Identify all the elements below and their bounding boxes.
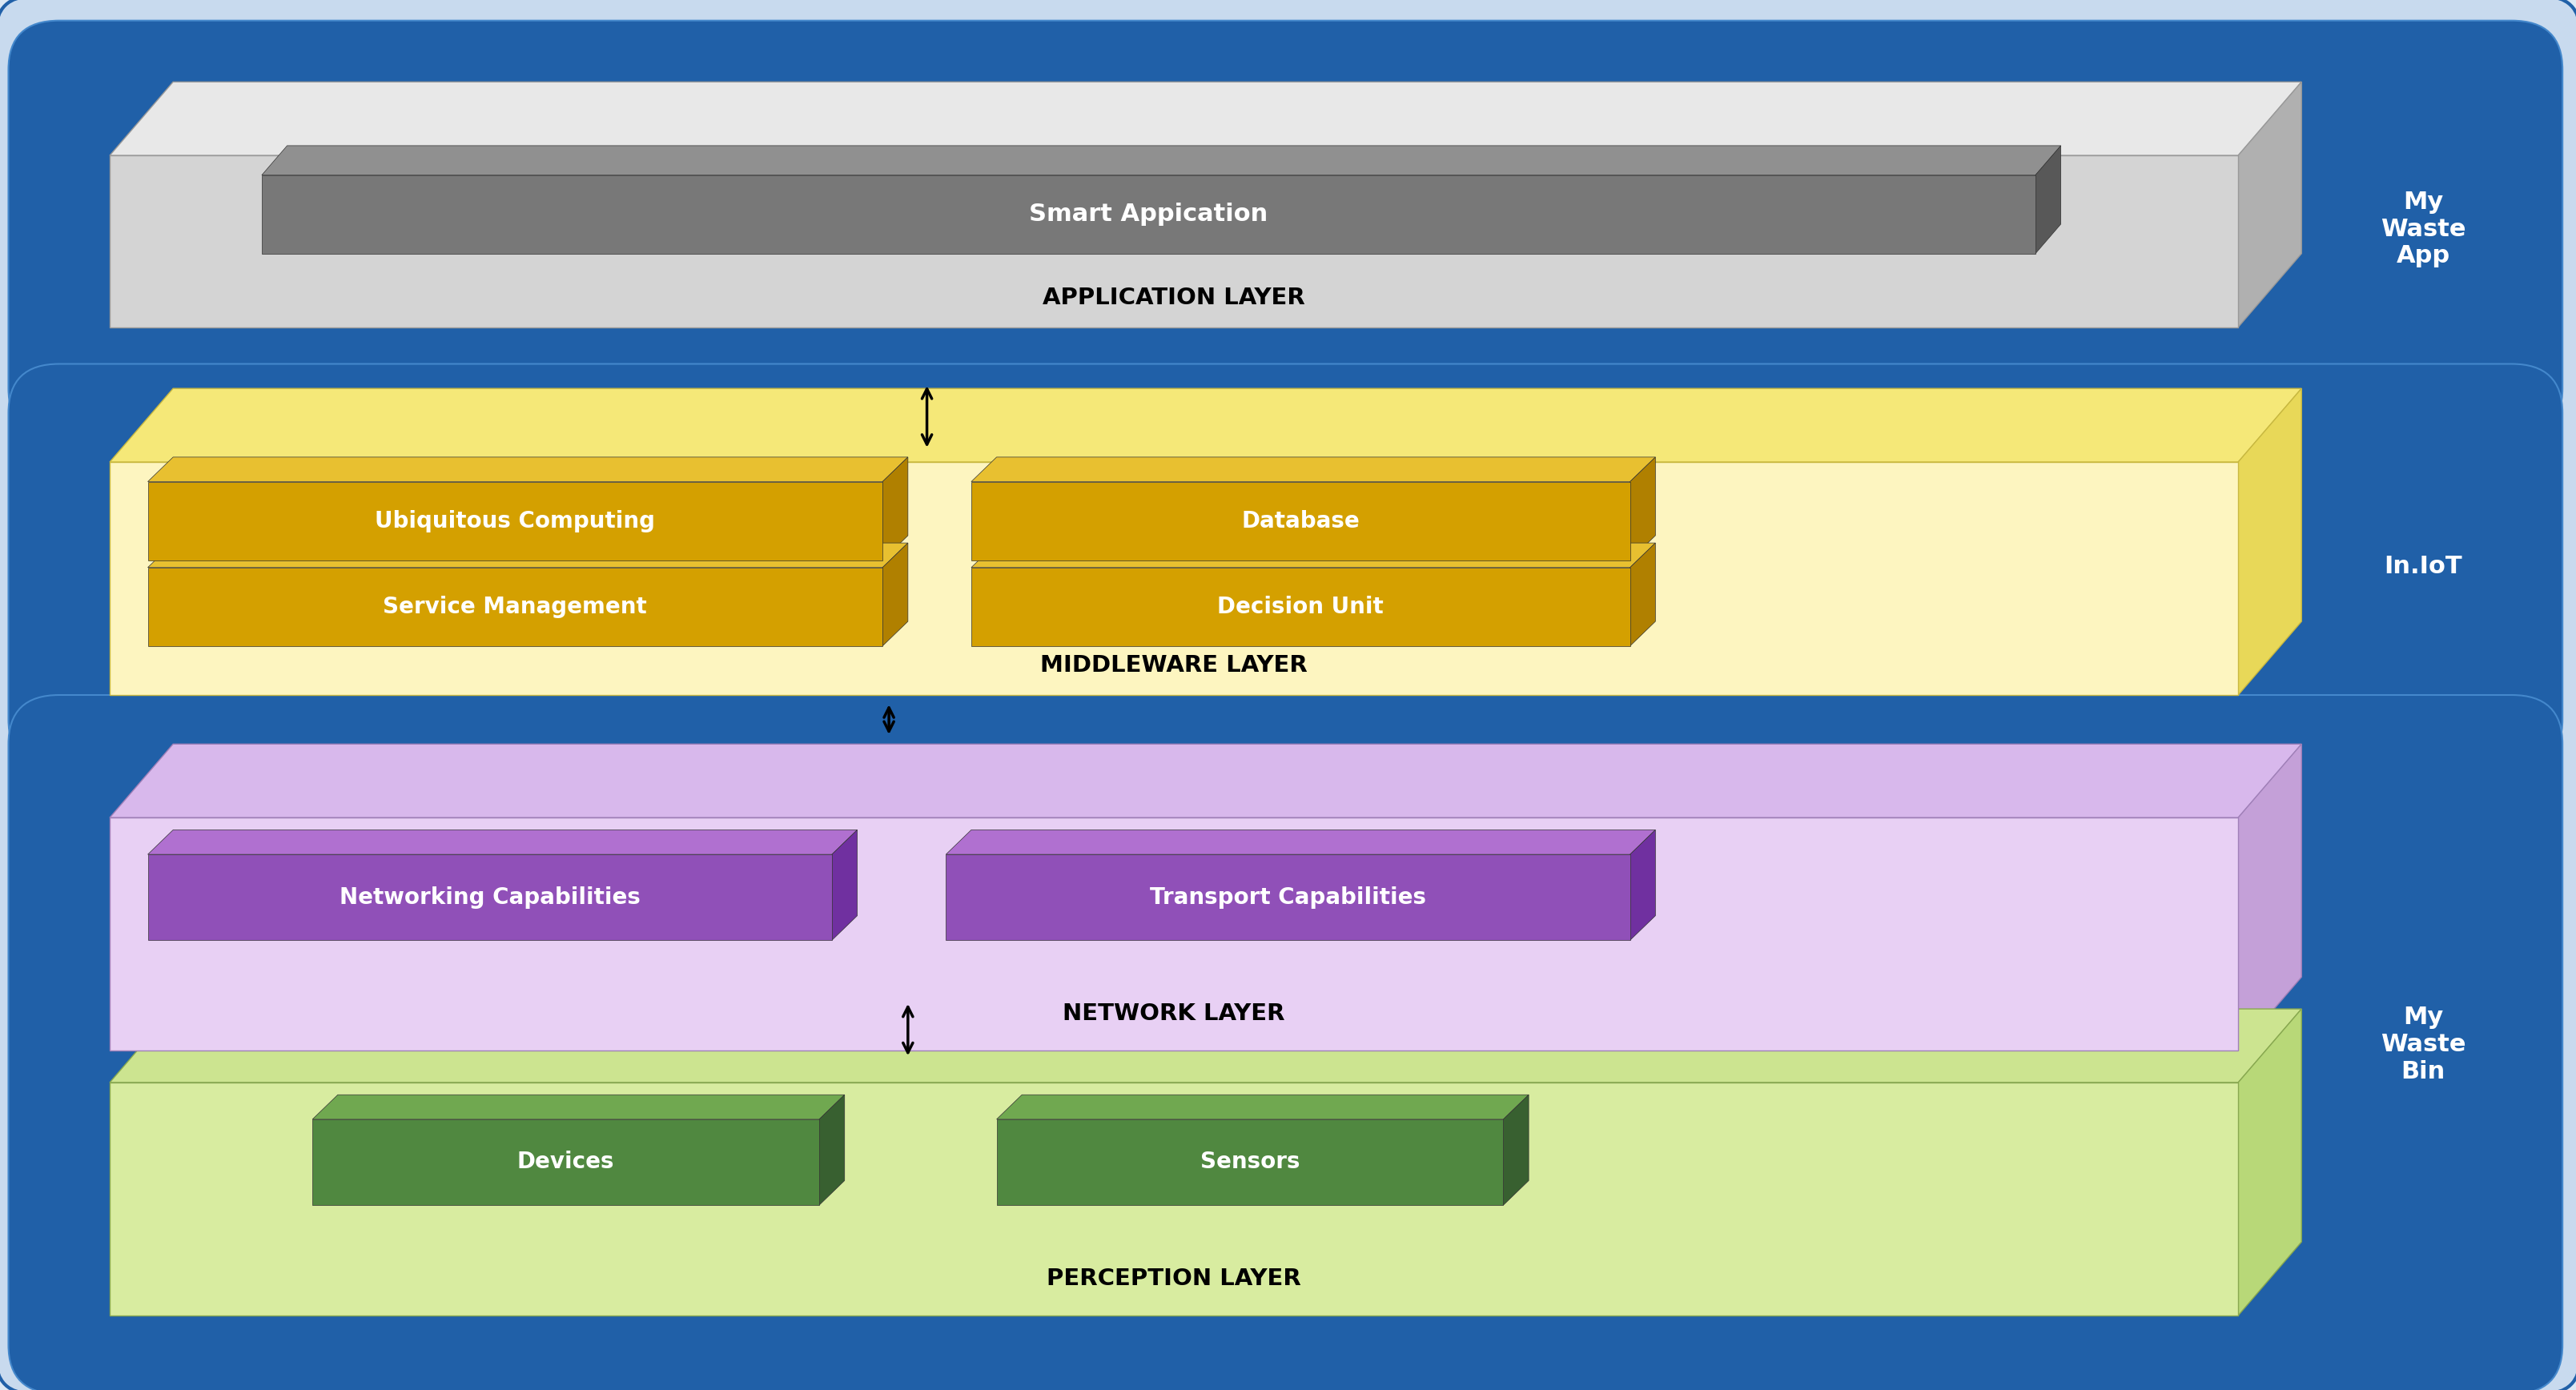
- Polygon shape: [2239, 388, 2300, 695]
- Polygon shape: [2239, 82, 2300, 327]
- Polygon shape: [111, 82, 2300, 156]
- Text: Service Management: Service Management: [384, 595, 647, 619]
- Text: Database: Database: [1242, 510, 1360, 532]
- Bar: [945, 855, 1631, 940]
- Text: Sensors: Sensors: [1200, 1151, 1301, 1173]
- Text: Decision Unit: Decision Unit: [1218, 595, 1383, 619]
- Bar: [312, 1119, 819, 1205]
- Bar: [111, 1083, 2239, 1315]
- Text: My
Waste
Bin: My Waste Bin: [2380, 1006, 2465, 1083]
- Polygon shape: [111, 744, 2300, 817]
- Polygon shape: [2239, 1009, 2300, 1315]
- Bar: [971, 567, 1631, 646]
- Bar: [997, 1119, 1504, 1205]
- Bar: [147, 482, 884, 560]
- Polygon shape: [997, 1095, 1528, 1119]
- Polygon shape: [147, 543, 907, 567]
- Text: NETWORK LAYER: NETWORK LAYER: [1064, 1002, 1285, 1024]
- Polygon shape: [111, 388, 2300, 461]
- Polygon shape: [147, 830, 858, 855]
- Bar: [111, 461, 2239, 695]
- Polygon shape: [819, 1095, 845, 1205]
- Polygon shape: [945, 830, 1656, 855]
- Text: MIDDLEWARE LAYER: MIDDLEWARE LAYER: [1041, 655, 1309, 677]
- Polygon shape: [971, 543, 1656, 567]
- Polygon shape: [2239, 744, 2300, 1051]
- Polygon shape: [971, 457, 1656, 482]
- Text: PERCEPTION LAYER: PERCEPTION LAYER: [1046, 1268, 1301, 1290]
- Polygon shape: [1631, 457, 1656, 560]
- Bar: [263, 175, 2035, 253]
- Polygon shape: [1631, 543, 1656, 646]
- Polygon shape: [832, 830, 858, 940]
- FancyBboxPatch shape: [8, 695, 2563, 1390]
- FancyBboxPatch shape: [8, 364, 2563, 769]
- Text: My
Waste
App: My Waste App: [2380, 190, 2465, 267]
- Polygon shape: [884, 543, 907, 646]
- Text: Devices: Devices: [518, 1151, 616, 1173]
- Text: In.IoT: In.IoT: [2383, 555, 2463, 578]
- Polygon shape: [263, 146, 2061, 175]
- Text: Smart Appication: Smart Appication: [1030, 203, 1267, 227]
- Bar: [111, 156, 2239, 327]
- Polygon shape: [884, 457, 907, 560]
- Bar: [147, 567, 884, 646]
- Bar: [971, 482, 1631, 560]
- FancyBboxPatch shape: [8, 21, 2563, 438]
- Text: Transport Capabilities: Transport Capabilities: [1149, 885, 1427, 909]
- Polygon shape: [147, 457, 907, 482]
- Polygon shape: [312, 1095, 845, 1119]
- Text: APPLICATION LAYER: APPLICATION LAYER: [1043, 286, 1306, 309]
- Bar: [111, 817, 2239, 1051]
- Polygon shape: [1504, 1095, 1528, 1205]
- Polygon shape: [111, 1009, 2300, 1083]
- Text: Networking Capabilities: Networking Capabilities: [340, 885, 641, 909]
- Text: Ubiquitous Computing: Ubiquitous Computing: [376, 510, 654, 532]
- Polygon shape: [2035, 146, 2061, 253]
- Polygon shape: [1631, 830, 1656, 940]
- Bar: [147, 855, 832, 940]
